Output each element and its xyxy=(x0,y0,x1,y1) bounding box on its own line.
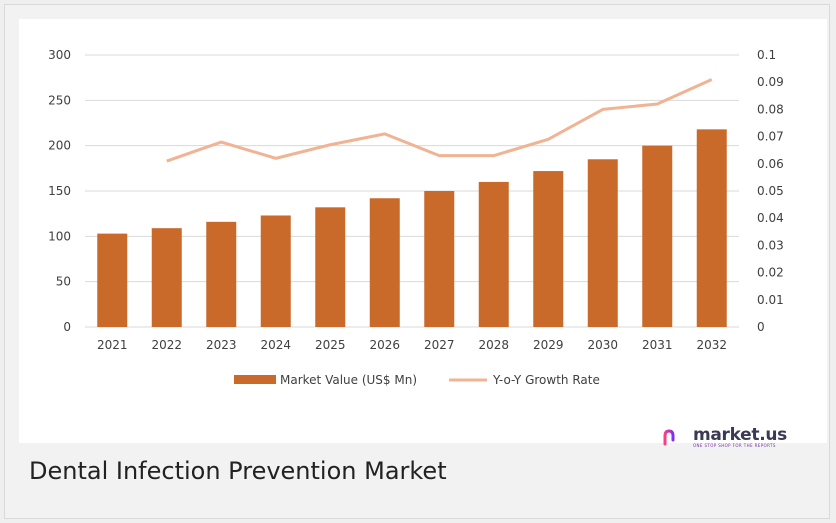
bar-2021 xyxy=(97,233,128,327)
x-tick-label: 2029 xyxy=(533,338,564,352)
figure-frame: 0 50 100 150 200 250 300 0 0.01 0.02 0.03 0.04 0.05… xyxy=(4,4,830,519)
y2-tick-label: 0.09 xyxy=(757,75,784,89)
combo-chart: 0 50 100 150 200 250 300 0 0.01 0.02 0.03 0.04 0.05… xyxy=(48,48,784,387)
logo-tagline: ONE STOP SHOP FOR THE REPORTS xyxy=(692,442,776,448)
x-tick-label: 2026 xyxy=(369,338,400,352)
line-series xyxy=(166,78,713,163)
x-tick-label: 2031 xyxy=(642,338,673,352)
x-tick-label: 2025 xyxy=(315,338,346,352)
bar-2030 xyxy=(587,159,618,327)
x-tick-label: 2030 xyxy=(587,338,618,352)
bar-2023 xyxy=(206,221,237,327)
y2-tick-label: 0.08 xyxy=(757,102,784,116)
market-us-logo: market.us ONE STOP SHOP FOR THE REPORTS xyxy=(663,424,787,450)
bar-2024 xyxy=(260,215,291,327)
y2-tick-label: 0.03 xyxy=(757,238,784,252)
x-tick-label: 2032 xyxy=(696,338,727,352)
y-tick-label: 50 xyxy=(56,275,71,289)
y-tick-label: 0 xyxy=(63,320,71,334)
y-tick-label: 200 xyxy=(48,139,71,153)
y2-tick-label: 0.1 xyxy=(757,48,776,62)
y-tick-label: 300 xyxy=(48,48,71,62)
bar-2022 xyxy=(151,228,182,327)
y2-tick-label: 0.04 xyxy=(757,211,784,225)
figure-caption: Dental Infection Prevention Market xyxy=(29,457,447,485)
legend: Market Value (US$ Mn) Y-o-Y Growth Rate xyxy=(234,373,600,387)
x-tick-label: 2022 xyxy=(151,338,182,352)
y-tick-label: 100 xyxy=(48,229,71,243)
x-axis-ticks: 2021 2022 2023 2024 2025 2026 2027 2028 2029 2030… xyxy=(97,338,727,352)
legend-bar-swatch xyxy=(234,375,276,384)
y2-tick-label: 0.01 xyxy=(757,293,784,307)
bar-2026 xyxy=(369,198,400,327)
x-tick-label: 2021 xyxy=(97,338,128,352)
y2-tick-label: 0 xyxy=(757,320,765,334)
bar-2029 xyxy=(533,171,564,327)
gridlines xyxy=(85,54,739,328)
bar-2031 xyxy=(642,145,673,327)
chart-panel: 0 50 100 150 200 250 300 0 0.01 0.02 0.03 0.04 0.05… xyxy=(19,19,827,448)
y-tick-label: 150 xyxy=(48,184,71,198)
y-tick-label: 250 xyxy=(48,93,71,107)
bar-2027 xyxy=(424,191,455,327)
right-axis-ticks: 0 0.01 0.02 0.03 0.04 0.05 0.06 0.07 0.08 0.09 0.1 xyxy=(757,48,784,334)
bar-2032 xyxy=(696,129,727,327)
bar-2025 xyxy=(315,207,346,327)
bar-series xyxy=(97,129,727,327)
left-axis-ticks: 0 50 100 150 200 250 300 xyxy=(48,48,71,334)
x-tick-label: 2023 xyxy=(206,338,237,352)
legend-line-label: Y-o-Y Growth Rate xyxy=(492,373,600,387)
x-tick-label: 2027 xyxy=(424,338,455,352)
growth-rate-line xyxy=(166,78,713,163)
bar-2028 xyxy=(478,181,509,327)
logo-wordmark: market.us xyxy=(692,424,787,445)
x-tick-label: 2028 xyxy=(478,338,509,352)
x-tick-label: 2024 xyxy=(260,338,291,352)
logo-mark-icon xyxy=(663,428,689,446)
y2-tick-label: 0.05 xyxy=(757,184,784,198)
y2-tick-label: 0.07 xyxy=(757,130,784,144)
legend-bar-label: Market Value (US$ Mn) xyxy=(280,373,417,387)
y2-tick-label: 0.02 xyxy=(757,266,784,280)
y2-tick-label: 0.06 xyxy=(757,157,784,171)
